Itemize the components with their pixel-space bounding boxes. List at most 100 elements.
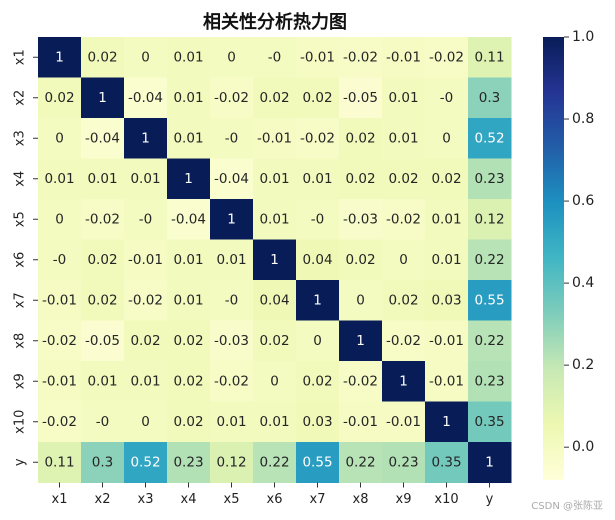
cell-value-label: 0.01 — [173, 292, 203, 308]
x-tick-label: x7 — [310, 492, 326, 507]
cell-value-label: 0.02 — [130, 333, 160, 349]
cell-value-label: 0.01 — [216, 252, 246, 268]
cell-value-label: -0.03 — [343, 211, 378, 227]
cell-value-label: -0.02 — [429, 49, 464, 65]
cell-value-label: 0.12 — [216, 454, 246, 470]
heatmap-cell — [38, 361, 82, 402]
heatmap-cell — [339, 361, 383, 402]
heatmap-cell — [210, 37, 254, 78]
cell-value-label: 0.02 — [259, 90, 289, 106]
cell-value-label: 1 — [98, 90, 107, 106]
heatmap-cell — [81, 199, 125, 240]
cell-value-label: 0.01 — [173, 130, 203, 146]
cell-value-label: -0 — [96, 414, 109, 430]
cell-value-label: 0.11 — [474, 49, 504, 65]
heatmap-cell — [167, 280, 211, 321]
heatmap-cell — [425, 401, 469, 443]
cell-value-label: 0.03 — [431, 292, 461, 308]
heatmap-cell — [382, 77, 426, 119]
heatmap-cell — [124, 199, 168, 240]
cell-value-label: 0.01 — [44, 171, 74, 187]
heatmap-cell — [382, 199, 426, 240]
cell-value-label: -0.01 — [300, 49, 335, 65]
heatmap-cell — [38, 37, 82, 78]
cell-value-label: 0.02 — [44, 90, 74, 106]
colorbar — [543, 37, 564, 480]
cell-value-label: 0.01 — [216, 414, 246, 430]
cell-value-label: -0.05 — [85, 333, 120, 349]
cell-value-label: 0.01 — [302, 171, 332, 187]
y-tick-label: x9 — [13, 373, 28, 389]
heatmap-cell — [339, 401, 383, 443]
x-tick-label: x4 — [181, 492, 197, 507]
heatmap-cell — [468, 158, 512, 200]
heatmap-cell — [339, 77, 383, 119]
cell-value-label: 0.02 — [173, 373, 203, 389]
heatmap-cell — [124, 118, 168, 159]
cell-value-label: 0.3 — [479, 90, 500, 106]
heatmap-cell — [167, 199, 211, 240]
heatmap-cell — [382, 280, 426, 321]
cell-value-label: 0 — [55, 130, 64, 146]
cell-value-label: 0.01 — [259, 414, 289, 430]
x-tick-label: x6 — [267, 492, 283, 507]
heatmap-cell — [468, 280, 512, 321]
heatmap-cell — [81, 280, 125, 321]
heatmap-cell — [167, 361, 211, 402]
y-tick-label: y — [13, 458, 28, 466]
colorbar-tick-label: 0.8 — [572, 111, 594, 127]
cell-value-label: 0.04 — [302, 252, 332, 268]
cell-value-label: 0.02 — [87, 252, 117, 268]
heatmap-cell — [296, 118, 340, 159]
cell-value-label: 0.3 — [92, 454, 113, 470]
cell-value-label: 0.01 — [173, 90, 203, 106]
heatmap-cell — [253, 118, 297, 159]
heatmap-cell — [253, 77, 297, 119]
cell-value-label: -0.02 — [214, 90, 249, 106]
y-tick-label: x2 — [13, 90, 28, 106]
heatmap-cell — [296, 401, 340, 443]
x-tick-label: x1 — [52, 492, 68, 507]
chart-title: 相关性分析热力图 — [203, 12, 347, 33]
heatmap-cell — [38, 118, 82, 159]
heatmap-cell — [296, 158, 340, 200]
cell-value-label: 0.22 — [345, 454, 375, 470]
cell-value-label: -0.02 — [42, 414, 77, 430]
heatmap-cell — [296, 239, 340, 281]
y-tick-label: x7 — [13, 292, 28, 308]
cell-value-label: 0.02 — [388, 171, 418, 187]
x-tick-label: x5 — [224, 492, 240, 507]
cell-value-label: 0.02 — [173, 333, 203, 349]
heatmap-cell — [468, 442, 512, 483]
x-tick-label: y — [486, 492, 494, 507]
cell-value-label: -0.02 — [343, 49, 378, 65]
heatmap-cell — [425, 118, 469, 159]
x-tick-label: x9 — [396, 492, 412, 507]
heatmap-cell — [425, 199, 469, 240]
heatmap-cell — [167, 239, 211, 281]
cell-value-label: 0.01 — [130, 373, 160, 389]
cell-value-label: 0.35 — [474, 414, 504, 430]
cell-value-label: 0.01 — [259, 211, 289, 227]
cell-value-label: 0.55 — [302, 454, 332, 470]
heatmap-cell — [296, 442, 340, 483]
heatmap-cell — [253, 361, 297, 402]
heatmap-cell — [38, 239, 82, 281]
heatmap-cell — [425, 77, 469, 119]
heatmap-cell — [124, 77, 168, 119]
heatmap-cell — [339, 320, 383, 362]
cell-value-label: 0 — [399, 252, 408, 268]
heatmap-cell — [425, 37, 469, 78]
cell-value-label: 1 — [485, 454, 494, 470]
heatmap-cell — [81, 361, 125, 402]
heatmap-cell — [38, 280, 82, 321]
cell-value-label: 0.02 — [302, 373, 332, 389]
heatmap-cell — [468, 239, 512, 281]
heatmap-cell — [339, 158, 383, 200]
cell-value-label: -0.02 — [386, 333, 421, 349]
heatmap-cell — [339, 199, 383, 240]
cell-value-label: 0.52 — [474, 130, 504, 146]
cell-value-label: 0.01 — [259, 171, 289, 187]
heatmap-cell — [210, 442, 254, 483]
heatmap-cell — [124, 158, 168, 200]
